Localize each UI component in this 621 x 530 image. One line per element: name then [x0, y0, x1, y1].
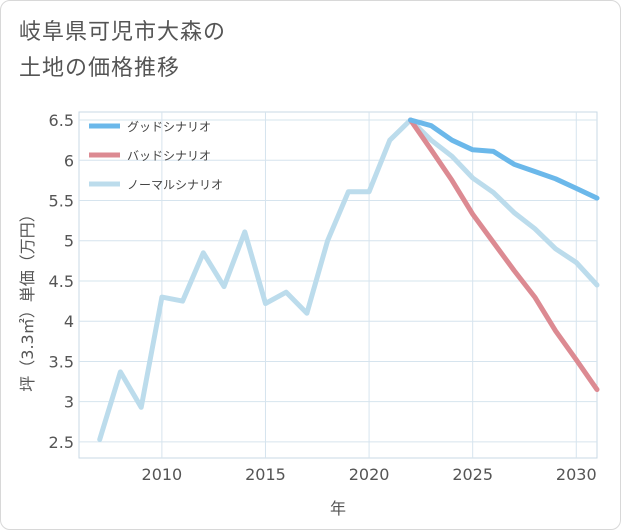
chart-title-line1: 岐阜県可児市大森の — [19, 20, 227, 45]
series-line-0 — [408, 117, 600, 201]
y-tick-label: 4.5 — [49, 272, 74, 291]
y-tick-label: 3.5 — [49, 352, 74, 371]
y-tick-label: 2.5 — [49, 433, 74, 452]
series-line-1 — [408, 117, 600, 393]
y-tick-label: 3 — [64, 393, 74, 412]
legend-label: バッドシナリオ — [127, 149, 211, 163]
x-tick-labels: 2010 2015 2020 2025 2030 — [142, 465, 597, 484]
y-tick-label: 4 — [64, 312, 74, 331]
y-tick-label: 5.5 — [49, 192, 74, 211]
y-tick-labels: 2.5 3 3.5 4 4.5 5 5.5 6 6.5 — [49, 111, 74, 452]
y-tick-label: 5 — [64, 232, 74, 251]
x-tick-label: 2010 — [142, 465, 183, 484]
chart-title: 岐阜県可児市大森の 土地の価格推移 — [19, 15, 439, 87]
x-axis-label: 年 — [330, 499, 346, 518]
series-line-2 — [97, 117, 600, 442]
x-tick-label: 2025 — [452, 465, 493, 484]
legend-label: ノーマルシナリオ — [127, 178, 223, 192]
legend-label: グッドシナリオ — [127, 120, 211, 134]
y-tick-label: 6 — [64, 151, 74, 170]
grid-lines — [78, 111, 598, 459]
x-tick-label: 2020 — [349, 465, 390, 484]
x-tick-label: 2030 — [556, 465, 597, 484]
y-tick-label: 6.5 — [49, 111, 74, 130]
chart-title-line2: 土地の価格推移 — [19, 56, 181, 81]
y-axis-label: 坪（3.3㎡）単価（万円） — [18, 206, 37, 391]
series-lines — [97, 117, 600, 442]
x-tick-label: 2015 — [245, 465, 286, 484]
